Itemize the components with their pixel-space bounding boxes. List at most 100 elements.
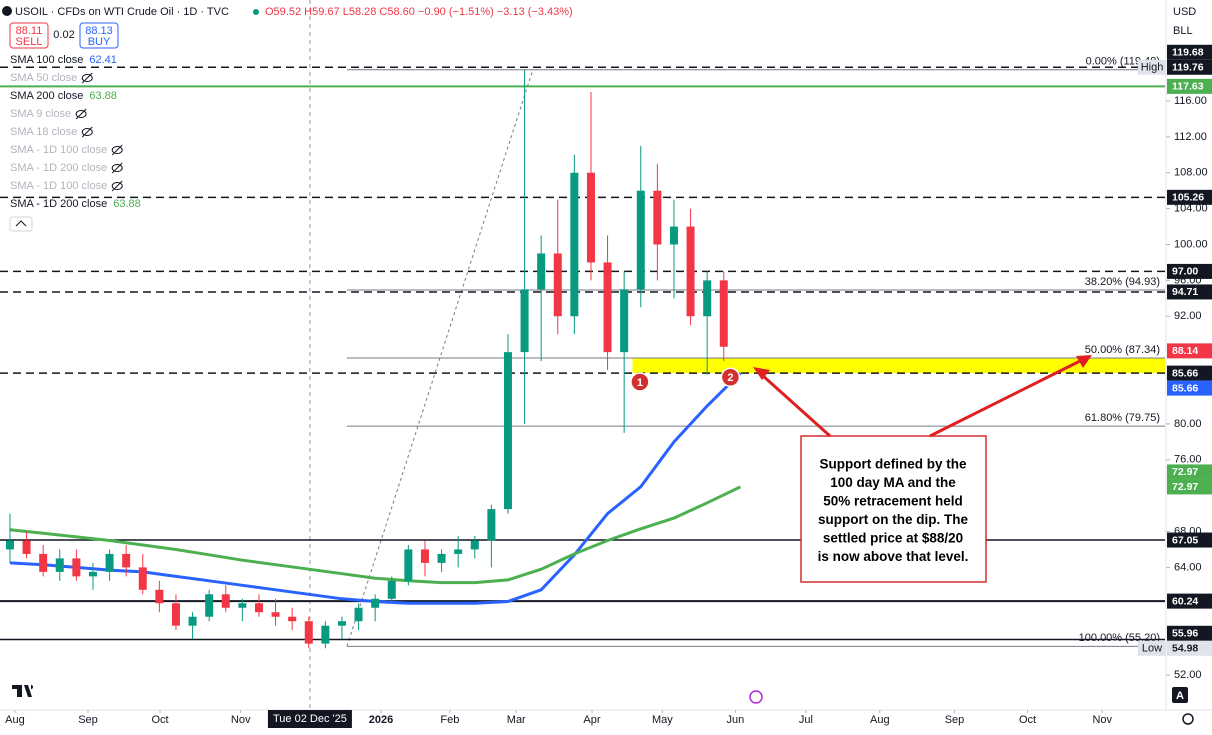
price-tag (1167, 189, 1212, 205)
axes: 116.00112.00108.00104.00100.0096.0092.00… (5, 44, 1212, 728)
event-icon[interactable] (749, 690, 763, 704)
spread: 0.02 (53, 29, 74, 41)
x-tick-label: Aug (5, 714, 25, 726)
price-tag (1167, 625, 1212, 641)
indicator-legend: SMA 100 close 62.41 SMA 50 close SMA 200 cl… (10, 54, 141, 210)
candle-body (520, 289, 529, 353)
arrow (760, 373, 832, 438)
arrow (929, 359, 1081, 438)
candle-body (553, 253, 562, 317)
price-tag-label: 85.66 (1172, 382, 1198, 394)
collapse-button[interactable] (9, 216, 33, 232)
x-tick-label: 2026 (369, 714, 393, 726)
marker-label: 2 (727, 372, 733, 384)
visibility-slash (75, 108, 87, 120)
indicator-name: SMA - 1D 200 close (10, 198, 107, 210)
sell-button[interactable] (9, 22, 49, 49)
candle-body (138, 567, 147, 590)
price-tag-label: 88.14 (1172, 345, 1198, 357)
candle-body (188, 616, 197, 626)
x-tick-label: Sep (945, 714, 965, 726)
candle-body (586, 172, 595, 263)
price-tag (1167, 532, 1212, 548)
side-tag-label: Low (1142, 643, 1162, 655)
buy-button[interactable] (79, 22, 119, 49)
candle-body (603, 262, 612, 353)
marker (630, 372, 650, 392)
price-tag (1167, 365, 1212, 381)
candle-body (354, 607, 363, 622)
y-tick-label: 108.00 (1174, 167, 1208, 179)
x-tick-label: Oct (151, 714, 168, 726)
ohlc-high: H59.67 (304, 6, 339, 18)
visibility-slash (81, 72, 93, 84)
y-tick-label: 64.00 (1174, 561, 1202, 573)
annotation-line: 100 day MA and the (830, 475, 956, 490)
candle-body (288, 616, 297, 622)
annotation-line: 50% retracement held (823, 494, 963, 509)
indicator-name: SMA 50 close (10, 72, 77, 84)
candle-body (387, 580, 396, 599)
visibility-icon (111, 182, 123, 190)
fib-trend (346, 69, 534, 647)
visibility-icon (81, 128, 93, 136)
indicator-name: SMA 200 close (10, 90, 83, 102)
y-tick-label: 92.00 (1174, 310, 1202, 322)
price-tag (1167, 263, 1212, 279)
y-tick-label: 80.00 (1174, 418, 1202, 430)
price-tag (1167, 343, 1212, 359)
candle-body (238, 603, 247, 608)
visibility-slash (111, 180, 123, 192)
settings-icon[interactable] (1182, 713, 1194, 725)
annotation-box (800, 435, 987, 583)
annotation-line: Support defined by the (820, 457, 967, 472)
candle-body (454, 549, 463, 554)
visibility-slash (111, 144, 123, 156)
candle-body (88, 571, 97, 577)
auto-button[interactable] (1172, 687, 1188, 703)
visibility-icon (111, 164, 123, 172)
fib-label: 61.80% (79.75) (1085, 412, 1160, 424)
candle-body (437, 553, 446, 563)
y-tick-label: 52.00 (1174, 669, 1202, 681)
candle-body (420, 549, 429, 563)
y-tick-label: 112.00 (1174, 131, 1207, 143)
price-tag-label: 119.76 (1172, 62, 1204, 74)
status-dot (253, 9, 259, 15)
x-tick-label: Nov (1092, 714, 1112, 726)
fib-label: 50.00% (87.34) (1085, 344, 1160, 356)
price-tag-label: 67.05 (1172, 534, 1198, 546)
candle-body (105, 553, 114, 572)
candle-body (171, 603, 180, 626)
x-tick-label: Feb (440, 714, 459, 726)
y-tick-label: 100.00 (1174, 238, 1208, 250)
indicator-value: 63.88 (89, 90, 117, 102)
sell-price: 88.11 (16, 25, 43, 37)
ohlc-change: −0.90 (−1.51%) (418, 6, 494, 18)
price-tag-label: 54.98 (1172, 643, 1198, 655)
candle-body (686, 226, 695, 317)
unit[interactable]: BLL (1173, 25, 1193, 37)
annotation-line: support on the dip. The (818, 512, 968, 527)
symbol-icon (2, 6, 12, 16)
currency[interactable]: USD (1173, 6, 1196, 18)
candle-body (620, 289, 629, 353)
indicator-name: SMA 9 close (10, 108, 71, 120)
visibility-slash (111, 162, 123, 174)
side-tag (1138, 640, 1166, 656)
candle-body (487, 509, 496, 541)
candle-body (122, 553, 131, 568)
price-tag-label: 97.00 (1172, 266, 1198, 278)
crosshair-label-bg (267, 710, 352, 728)
price-tag-label: 55.96 (1172, 628, 1198, 640)
ohlc: O59.52 H59.67 L58.28 C58.60 −0.90 (−1.51… (265, 6, 573, 18)
candle-body (155, 589, 164, 604)
annotation-text: Support defined by the 100 day MA and the… (818, 457, 969, 565)
price-tag-label: 72.97 (1172, 481, 1198, 493)
arrow-head (1076, 355, 1092, 368)
indicator-name: SMA - 1D 200 close (10, 162, 107, 174)
price-tag (1167, 479, 1212, 495)
candle-body (537, 253, 546, 290)
